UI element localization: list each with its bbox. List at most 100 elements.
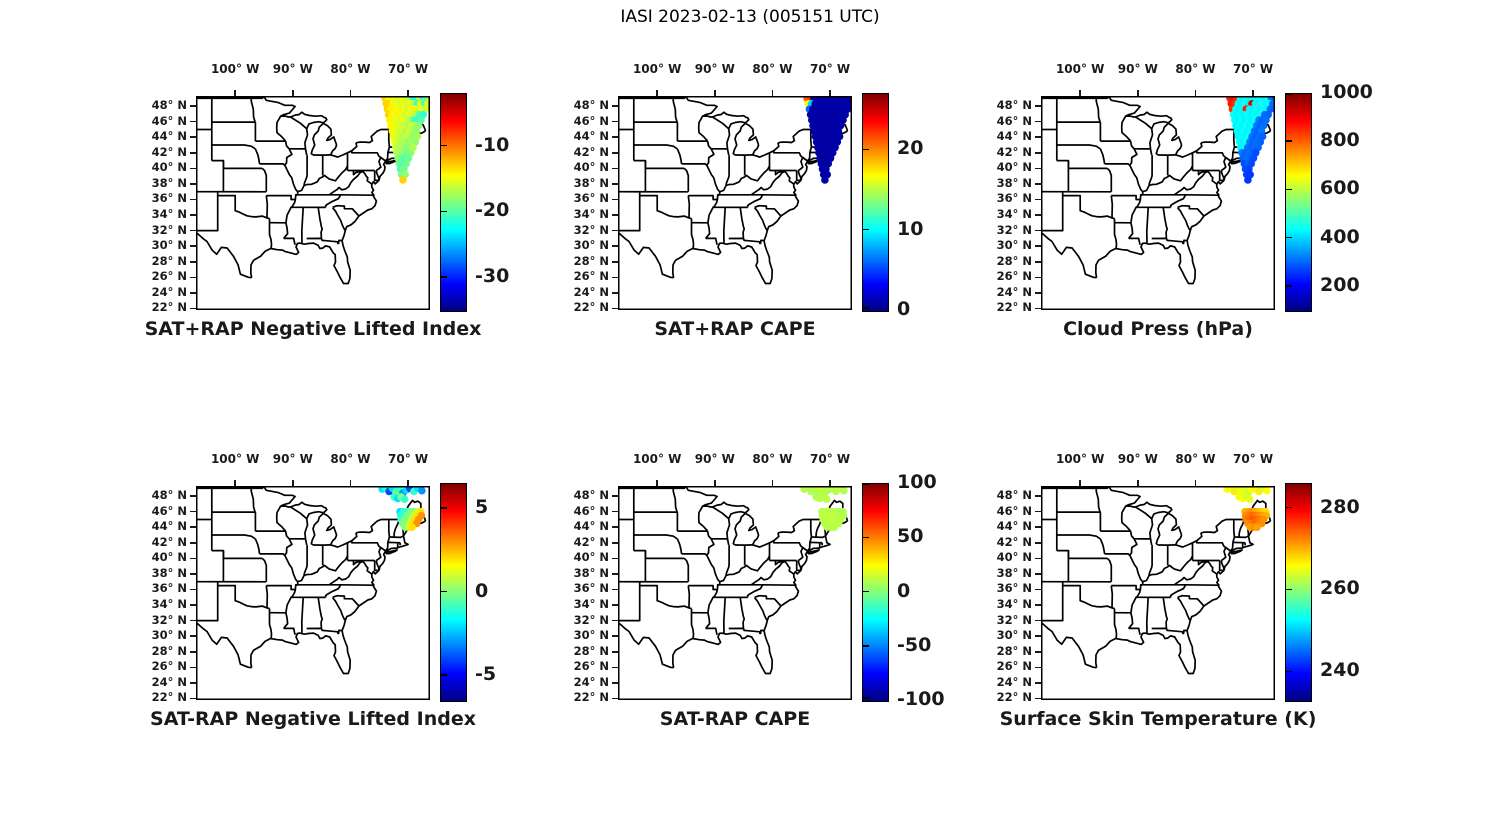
y-tick-label: 28° N (996, 253, 1032, 268)
basemap-outline (380, 156, 387, 162)
y-tick-mark (190, 276, 196, 279)
basemap-outline (266, 194, 296, 201)
y-tick-mark (612, 167, 618, 170)
y-tick-mark (1035, 573, 1041, 575)
y-tick-label: 24° N (151, 674, 187, 689)
basemap-outline (807, 535, 831, 552)
y-tick-label: 24° N (573, 284, 609, 299)
basemap-outline (250, 488, 256, 513)
y-tick-mark (612, 307, 618, 310)
y-tick-label: 28° N (573, 253, 609, 268)
y-tick-label: 22° N (151, 300, 187, 315)
y-tick-label: 42° N (996, 144, 1032, 159)
basemap-outline (211, 144, 256, 150)
colorbar-tick-label: 100 (897, 471, 937, 493)
y-tick-label: 40° N (151, 550, 187, 565)
basemap-outline (1215, 179, 1225, 196)
basemap-outline (275, 505, 287, 532)
basemap-outline (1195, 150, 1227, 172)
basemap-outline (389, 535, 404, 539)
map-plot (618, 96, 852, 310)
x-tick-mark (1079, 480, 1081, 486)
basemap-outline (1167, 122, 1183, 156)
y-tick-label: 32° N (151, 222, 187, 237)
basemap-outline (784, 170, 795, 185)
y-tick-mark (612, 542, 618, 544)
y-tick-mark (190, 542, 196, 544)
y-tick-label: 26° N (573, 659, 609, 674)
x-tick-mark (1252, 480, 1254, 486)
footprint-dot (1245, 495, 1254, 503)
basemap-outline (618, 621, 674, 669)
basemap-outline (331, 207, 346, 231)
basemap-outline (1106, 167, 1113, 192)
x-tick-label: 70° W (388, 62, 429, 76)
colorbar-tick-mark (863, 645, 869, 647)
map-plot (618, 486, 852, 700)
figure-title: IASI 2023-02-13 (005151 UTC) (620, 7, 880, 27)
axes-frame (196, 486, 430, 700)
basemap-outline (1107, 486, 1141, 508)
y-tick-label: 36° N (573, 581, 609, 596)
basemap-outline (275, 115, 287, 142)
y-tick-label: 22° N (996, 300, 1032, 315)
basemap-outline (722, 597, 727, 634)
basemap-outline (746, 584, 764, 598)
colorbar (440, 483, 467, 702)
panel-title: Surface Skin Temperature (K) (999, 708, 1317, 730)
y-tick-mark (190, 136, 196, 138)
basemap-outline (806, 129, 813, 162)
x-tick-mark (292, 480, 294, 486)
colorbar-tick-mark (863, 228, 869, 231)
panel-title: SAT+RAP Negative Lifted Index (144, 318, 482, 340)
y-tick-label: 48° N (573, 98, 609, 113)
basemap-outline (681, 552, 708, 556)
y-tick-label: 28° N (573, 643, 609, 658)
colorbar-tick-label: -20 (475, 199, 510, 222)
basemap-outline (1111, 194, 1141, 201)
y-tick-mark (190, 588, 196, 591)
footprint-dot (400, 495, 409, 503)
basemap-outline (687, 585, 691, 608)
basemap-outline (294, 193, 375, 197)
y-tick-mark (612, 651, 618, 653)
basemap-outline (697, 505, 709, 532)
y-tick-mark (190, 666, 196, 669)
y-tick-label: 30° N (996, 238, 1032, 253)
colorbar (862, 483, 889, 702)
basemap-outline (331, 597, 346, 621)
basemap-outline (283, 627, 296, 635)
basemap-outline (683, 167, 690, 192)
basemap-outline (266, 584, 296, 591)
colorbar-tick-mark (1286, 236, 1292, 239)
basemap-outline (352, 560, 364, 566)
x-tick-mark (771, 90, 774, 96)
y-tick-label: 26° N (996, 269, 1032, 284)
y-tick-label: 44° N (573, 519, 609, 534)
basemap-outline (800, 550, 809, 571)
basemap-outline (1215, 569, 1225, 586)
basemap-outline (303, 545, 308, 576)
basemap-outline (211, 534, 256, 540)
y-tick-mark (1035, 495, 1041, 497)
basemap-outline (633, 549, 685, 560)
y-tick-label: 36° N (151, 191, 187, 206)
y-tick-mark (612, 245, 618, 247)
y-tick-label: 24° N (573, 674, 609, 689)
y-tick-mark (1035, 152, 1041, 154)
basemap-outline (324, 194, 342, 208)
y-tick-mark (612, 214, 618, 216)
x-tick-mark (292, 90, 294, 96)
basemap-outline (728, 237, 765, 245)
basemap-outline (1056, 549, 1108, 560)
map-plot (1041, 96, 1275, 310)
basemap-outline (772, 540, 804, 562)
basemap-outline (217, 194, 270, 220)
y-tick-label: 44° N (151, 129, 187, 144)
basemap-outline (1135, 506, 1169, 520)
footprint-dot (1253, 523, 1261, 531)
basemap-outline (1094, 240, 1197, 285)
basemap-outline (1155, 512, 1169, 546)
basemap-outline (716, 193, 797, 197)
basemap-outline (1148, 545, 1153, 576)
